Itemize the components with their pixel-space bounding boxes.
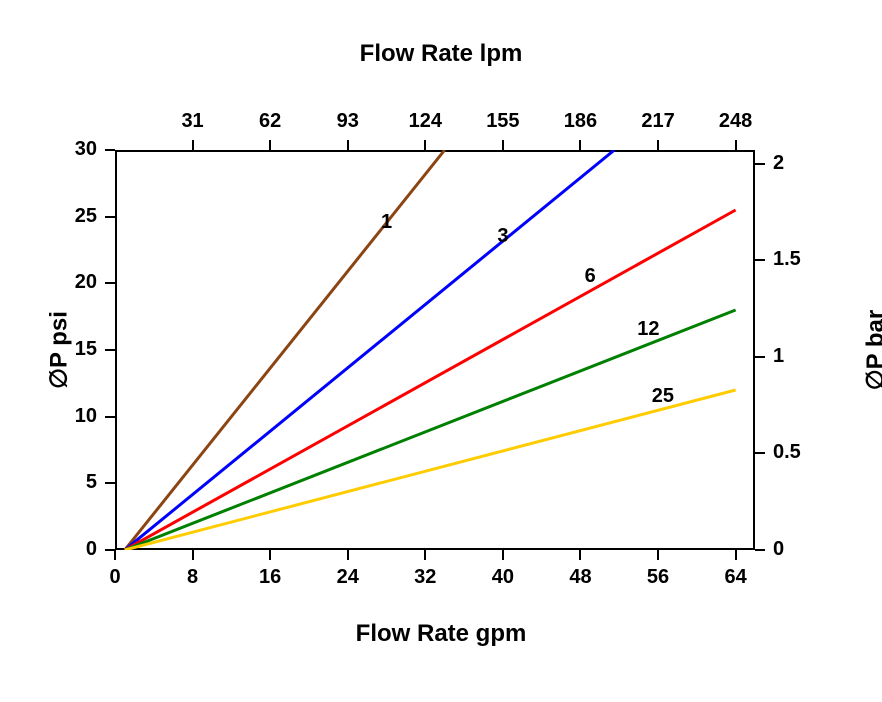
axis-tick — [347, 140, 349, 150]
tick-label: 124 — [409, 110, 442, 133]
right-axis-title: ∅P bar — [861, 310, 882, 391]
axis-tick — [735, 140, 737, 150]
tick-label: 20 — [75, 271, 97, 294]
tick-label: 1.5 — [773, 248, 801, 271]
axis-tick — [105, 349, 115, 351]
tick-label: 56 — [647, 566, 669, 589]
axis-tick — [114, 550, 116, 560]
axis-tick — [755, 259, 765, 261]
axis-tick — [735, 550, 737, 560]
axis-tick — [105, 282, 115, 284]
tick-label: 0.5 — [773, 441, 801, 464]
axis-tick — [755, 549, 765, 551]
tick-label: 0 — [109, 566, 120, 589]
pressure-drop-chart: Flow Rate lpm Flow Rate gpm ∅P psi ∅P ba… — [0, 0, 882, 702]
tick-label: 16 — [259, 566, 281, 589]
axis-tick — [269, 550, 271, 560]
tick-label: 248 — [719, 110, 752, 133]
axis-tick — [657, 140, 659, 150]
tick-label: 2 — [773, 152, 784, 175]
tick-label: 0 — [773, 538, 784, 561]
axis-tick — [347, 550, 349, 560]
series-label-6: 6 — [585, 265, 596, 288]
series-label-1: 1 — [381, 211, 392, 234]
axis-tick — [105, 416, 115, 418]
tick-label: 25 — [75, 205, 97, 228]
axis-tick — [502, 550, 504, 560]
axis-tick — [755, 356, 765, 358]
axis-tick — [755, 452, 765, 454]
axis-tick — [192, 140, 194, 150]
axis-tick — [502, 140, 504, 150]
axis-tick — [657, 550, 659, 560]
tick-label: 155 — [486, 110, 519, 133]
tick-label: 31 — [181, 110, 203, 133]
series-label-25: 25 — [652, 385, 674, 408]
tick-label: 186 — [564, 110, 597, 133]
axis-tick — [424, 550, 426, 560]
axis-tick — [105, 549, 115, 551]
tick-label: 93 — [337, 110, 359, 133]
axis-tick — [579, 140, 581, 150]
axis-tick — [424, 140, 426, 150]
series-label-12: 12 — [637, 318, 659, 341]
tick-label: 30 — [75, 138, 97, 161]
tick-label: 40 — [492, 566, 514, 589]
tick-label: 48 — [569, 566, 591, 589]
tick-label: 64 — [724, 566, 746, 589]
axis-tick — [105, 216, 115, 218]
bottom-axis-title: Flow Rate gpm — [0, 620, 882, 648]
tick-label: 5 — [86, 471, 97, 494]
top-axis-title: Flow Rate lpm — [0, 40, 882, 68]
plot-area — [115, 150, 755, 550]
tick-label: 217 — [641, 110, 674, 133]
axis-tick — [105, 149, 115, 151]
tick-label: 62 — [259, 110, 281, 133]
axis-tick — [105, 482, 115, 484]
tick-label: 15 — [75, 338, 97, 361]
axis-tick — [192, 550, 194, 560]
tick-label: 10 — [75, 405, 97, 428]
tick-label: 32 — [414, 566, 436, 589]
tick-label: 0 — [86, 538, 97, 561]
axis-tick — [579, 550, 581, 560]
axis-tick — [269, 140, 271, 150]
tick-label: 1 — [773, 345, 784, 368]
tick-label: 24 — [337, 566, 359, 589]
tick-label: 8 — [187, 566, 198, 589]
axis-tick — [755, 163, 765, 165]
left-axis-title: ∅P psi — [44, 311, 73, 389]
series-label-3: 3 — [497, 225, 508, 248]
